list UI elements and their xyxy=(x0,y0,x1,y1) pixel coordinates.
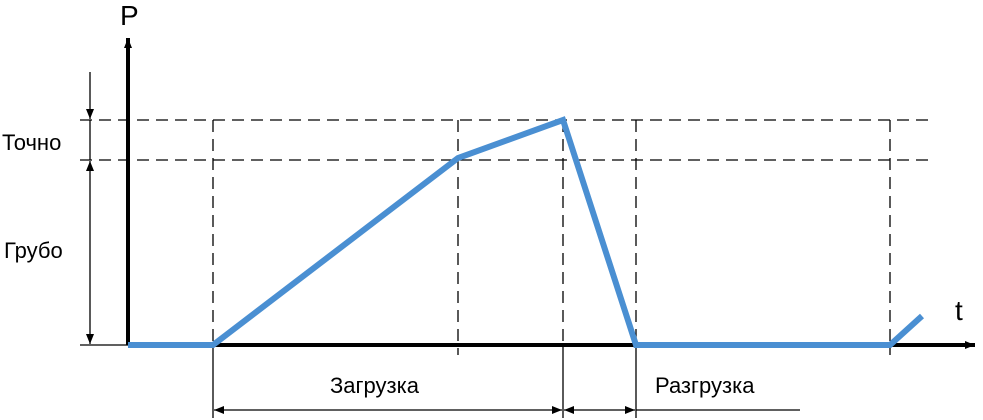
loading-label: Загрузка xyxy=(330,373,420,398)
coarse-label: Грубо xyxy=(4,238,63,263)
unloading-label: Разгрузка xyxy=(655,373,755,398)
x-axis-label: t xyxy=(955,295,963,326)
phase-guides xyxy=(212,120,891,355)
y-axis-label: P xyxy=(120,0,139,31)
pressure-curve xyxy=(128,116,925,348)
fine-label: Точно xyxy=(2,130,61,155)
